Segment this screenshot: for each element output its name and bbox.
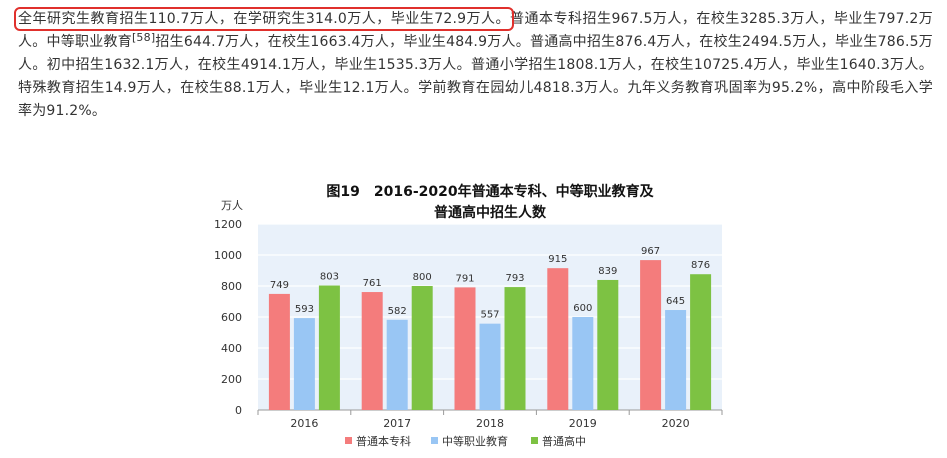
data-label: 749 bbox=[270, 280, 289, 291]
footnote-link[interactable]: [58] bbox=[131, 31, 156, 44]
y-tick-label: 800 bbox=[221, 280, 242, 293]
data-label: 582 bbox=[388, 306, 407, 317]
article-text-a: 普通本专科招生967.5万人，在校生3285.3万人，毕业生797.2万人。中等… bbox=[18, 11, 933, 50]
bar-2019-2 bbox=[572, 317, 594, 410]
bar-2016-2 bbox=[293, 318, 315, 410]
bar-2018-2 bbox=[479, 323, 501, 410]
x-tick-label: 2017 bbox=[383, 417, 411, 430]
data-label: 791 bbox=[455, 273, 474, 284]
data-label: 803 bbox=[320, 272, 339, 283]
bar-2017-1 bbox=[361, 292, 383, 410]
chart-title-line1: 图19 2016-2020年普通本专科、中等职业教育及 bbox=[326, 184, 654, 200]
data-label: 915 bbox=[548, 254, 567, 265]
legend-swatch bbox=[431, 437, 438, 444]
bar-2018-3 bbox=[504, 287, 526, 410]
y-tick-label: 200 bbox=[221, 373, 242, 386]
bar-2016-3 bbox=[318, 285, 340, 410]
data-label: 600 bbox=[573, 303, 592, 314]
y-tick-label: 400 bbox=[221, 342, 242, 355]
bar-2019-3 bbox=[597, 279, 619, 410]
y-tick-label: 600 bbox=[221, 311, 242, 324]
x-tick-label: 2020 bbox=[662, 417, 690, 430]
y-tick-label: 1200 bbox=[214, 218, 242, 231]
y-axis-unit: 万人 bbox=[221, 199, 243, 212]
bar-2016-1 bbox=[268, 293, 290, 410]
legend-label: 普通本专科 bbox=[356, 434, 411, 448]
legend-swatch bbox=[345, 437, 352, 444]
chart-title-line2: 普通高中招生人数 bbox=[434, 205, 546, 221]
x-tick-label: 2016 bbox=[290, 417, 318, 430]
bar-2018-1 bbox=[454, 287, 476, 410]
y-tick-label: 0 bbox=[235, 404, 242, 417]
y-tick-label: 1000 bbox=[214, 249, 242, 262]
x-tick-label: 2019 bbox=[569, 417, 597, 430]
bar-2017-3 bbox=[411, 286, 433, 410]
x-tick-label: 2018 bbox=[476, 417, 504, 430]
data-label: 645 bbox=[666, 296, 685, 307]
legend-label: 中等职业教育 bbox=[442, 434, 508, 448]
data-label: 761 bbox=[363, 278, 382, 289]
data-label: 876 bbox=[691, 260, 710, 271]
data-label: 800 bbox=[413, 272, 432, 283]
legend-label: 普通高中 bbox=[542, 434, 586, 448]
bar-2020-1 bbox=[640, 260, 662, 410]
data-label: 967 bbox=[641, 246, 660, 257]
data-label: 557 bbox=[480, 310, 499, 321]
article-paragraph: 全年研究生教育招生110.7万人，在学研究生314.0万人，毕业生72.9万人。… bbox=[13, 7, 933, 123]
article-text-b: 招生644.7万人，在校生1663.4万人，毕业生484.9万人。普通高中招生8… bbox=[18, 34, 933, 119]
bar-2019-1 bbox=[547, 268, 569, 410]
data-label: 839 bbox=[598, 266, 617, 277]
bar-2017-2 bbox=[386, 319, 408, 410]
legend-swatch bbox=[531, 437, 538, 444]
data-label: 793 bbox=[505, 273, 524, 284]
highlighted-sentence: 全年研究生教育招生110.7万人，在学研究生314.0万人，毕业生72.9万人。 bbox=[13, 7, 515, 31]
bar-2020-3 bbox=[690, 274, 712, 410]
data-label: 593 bbox=[295, 304, 314, 315]
bar-2020-2 bbox=[665, 310, 687, 410]
